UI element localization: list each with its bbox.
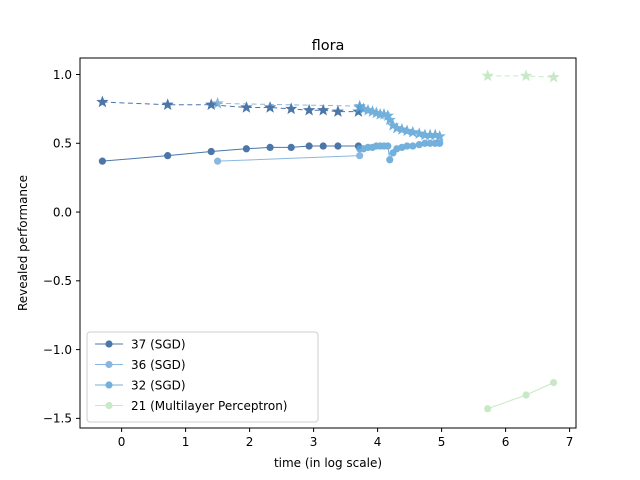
data-point bbox=[164, 152, 172, 160]
y-tick-label: −0.5 bbox=[43, 274, 72, 288]
data-point-star bbox=[302, 103, 316, 116]
data-point bbox=[319, 142, 327, 150]
legend-box bbox=[86, 331, 319, 423]
x-tick-label: 0 bbox=[118, 435, 126, 449]
data-point bbox=[287, 143, 295, 152]
best-series-3 bbox=[481, 69, 560, 83]
data-point-star bbox=[383, 113, 396, 126]
legend-label: 36 (SGD) bbox=[131, 358, 186, 372]
y-tick-label: 0.5 bbox=[53, 137, 72, 151]
data-point bbox=[356, 152, 364, 160]
legend-entry bbox=[95, 381, 123, 389]
data-point-star bbox=[161, 98, 174, 110]
y-tick-label: −1.5 bbox=[43, 412, 72, 426]
data-point bbox=[266, 143, 274, 152]
legend-label: 37 (SGD) bbox=[131, 337, 186, 351]
legend-marker bbox=[105, 340, 113, 348]
x-tick-label: 7 bbox=[566, 435, 574, 449]
data-point bbox=[242, 145, 250, 153]
y-tick-label: −1.0 bbox=[43, 343, 72, 357]
series-1 bbox=[214, 152, 364, 165]
data-point-star bbox=[433, 129, 446, 142]
data-point-star bbox=[240, 101, 253, 113]
series-line bbox=[217, 155, 360, 162]
data-point-star bbox=[547, 70, 560, 83]
data-point-star bbox=[519, 69, 533, 82]
best-series-2 bbox=[353, 101, 446, 142]
data-point bbox=[98, 157, 106, 165]
data-point-star bbox=[317, 103, 330, 116]
data-point bbox=[484, 405, 492, 413]
data-point bbox=[436, 139, 444, 147]
y-axis-label: Revealed performance bbox=[16, 175, 30, 311]
data-point bbox=[207, 147, 215, 156]
x-tick-label: 5 bbox=[438, 435, 446, 449]
legend-marker bbox=[105, 401, 113, 410]
data-point bbox=[384, 142, 392, 150]
legend-entry bbox=[95, 401, 123, 410]
x-axis-label: time (in log scale) bbox=[274, 456, 382, 470]
data-point-star bbox=[263, 101, 277, 113]
legend-label: 32 (SGD) bbox=[131, 378, 186, 392]
series-2 bbox=[356, 139, 444, 164]
data-point bbox=[549, 379, 558, 387]
y-tick-label: 0.0 bbox=[53, 205, 72, 219]
chart-legend: 37 (SGD) 36 (SGD) 32 (SGD) 21 (Multilayer P… bbox=[86, 331, 319, 423]
data-point bbox=[305, 142, 313, 150]
x-tick-label: 2 bbox=[246, 435, 254, 449]
best-series-0 bbox=[96, 95, 365, 117]
legend-entry bbox=[95, 360, 123, 369]
data-point-star bbox=[96, 95, 109, 108]
data-point-star bbox=[211, 96, 224, 109]
data-point-star bbox=[331, 105, 345, 117]
series-3 bbox=[484, 379, 558, 413]
y-tick-label: 1.0 bbox=[53, 68, 72, 82]
data-point-star bbox=[481, 69, 494, 82]
data-point bbox=[522, 391, 530, 399]
x-tick-label: 4 bbox=[374, 435, 382, 449]
data-point bbox=[334, 142, 342, 150]
data-point bbox=[386, 156, 394, 164]
legend-marker bbox=[105, 381, 113, 389]
data-point bbox=[409, 142, 417, 150]
x-tick-label: 6 bbox=[502, 435, 510, 449]
plot-frame bbox=[79, 57, 577, 429]
series-line bbox=[102, 145, 359, 162]
chart-title: flora bbox=[312, 38, 345, 54]
data-point-star bbox=[285, 102, 298, 115]
series-line bbox=[102, 101, 359, 113]
x-tick-label: 1 bbox=[182, 435, 190, 449]
legend-marker bbox=[105, 360, 113, 369]
series-line bbox=[217, 102, 360, 107]
series-0 bbox=[98, 142, 363, 165]
data-point bbox=[214, 157, 222, 165]
legend-label: 21 (Multilayer Perceptron) bbox=[131, 399, 287, 413]
legend-entry bbox=[95, 340, 123, 348]
x-tick-label: 3 bbox=[310, 435, 318, 449]
data-point-star bbox=[406, 125, 419, 138]
